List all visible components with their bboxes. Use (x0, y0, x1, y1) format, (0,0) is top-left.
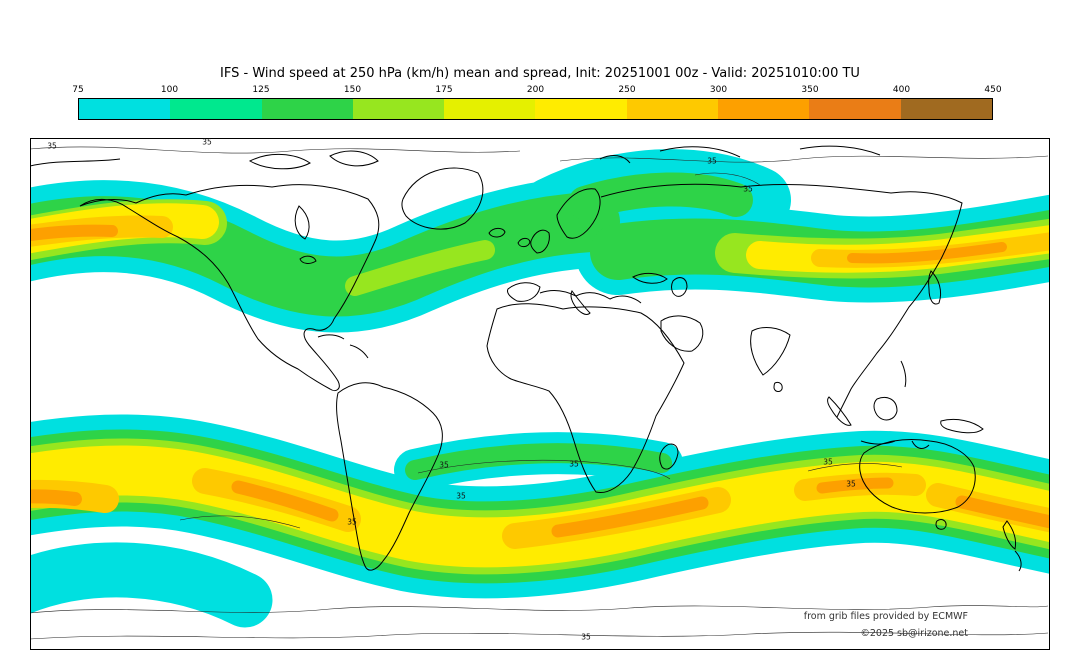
spread-contour-south-2 (30, 631, 1049, 640)
coastline-java (860, 440, 896, 445)
coastline-madagascar (659, 443, 679, 470)
coastline-great-lakes (299, 255, 317, 264)
jet-core-green-sh-arm (405, 443, 672, 480)
jet-core-orange-sh-5 (955, 495, 1050, 529)
colorbar-tick: 300 (709, 85, 728, 95)
colorbar-tick: 200 (526, 85, 545, 95)
spread-contour-sh-arm (417, 459, 671, 480)
colorbar-bar (78, 98, 993, 120)
colorbar-segment-8 (809, 99, 901, 119)
coastline-arctic-russia-1 (659, 146, 741, 158)
colorbar-tick-row: 75 100 125 150 175 200 250 300 350 400 450 (72, 85, 1001, 98)
coastline-south-america (336, 382, 443, 571)
coastline-sumatra (827, 396, 852, 426)
jet-core-orange-sh-3 (551, 496, 709, 538)
jet-core-orange-nh-left (30, 224, 118, 242)
coastline-australia (859, 439, 976, 514)
coastline-caribbean-arc (349, 344, 369, 359)
coastline-tasmania (935, 519, 947, 530)
colorbar-tick: 350 (801, 85, 819, 95)
coastline-new-zealand (1002, 520, 1022, 572)
jet-band-sh-lower-blob (30, 542, 273, 628)
chart-title: IFS - Wind speed at 250 hPa (km/h) mean … (220, 66, 860, 81)
coastline-new-guinea (940, 418, 984, 434)
jet-core-orange-nh-asia (847, 242, 1007, 264)
colorbar-tick: 150 (343, 85, 362, 95)
spread-contour-north-2 (559, 155, 1049, 163)
jet-core-green-nh-scandinavia (568, 172, 753, 220)
colorbar-segment-7 (718, 99, 810, 119)
jet-core-yg-nh-mid (345, 240, 495, 296)
colorbar-tick: 100 (160, 85, 179, 95)
colorbar-tick: 250 (618, 85, 636, 95)
coastlines (30, 145, 1022, 572)
coastline-italy (570, 290, 591, 315)
colorbar-tick: 450 (984, 85, 1002, 95)
coastline-scandinavia (556, 188, 601, 239)
colorbar-segment-3 (352, 99, 445, 119)
map-frame (30, 138, 1050, 650)
coastline-greenland (401, 167, 484, 230)
jet-core-orange-sh-2 (231, 480, 339, 522)
coastline-arctic-left-edge (30, 158, 121, 167)
spread-contour-sh-west (179, 515, 301, 529)
colorbar-segment-1 (170, 99, 262, 119)
coastline-asia-main (600, 183, 963, 418)
colorbar-tick: 125 (252, 85, 270, 95)
jet-core-orange-sh-1 (30, 489, 82, 506)
coastline-ireland (517, 237, 531, 248)
coastline-japan (928, 270, 942, 305)
colorbar-segment-9 (900, 99, 992, 119)
jet-core-orange-sh-4 (816, 477, 894, 494)
jet-bands-orange (30, 224, 1050, 538)
coastline-philippines (900, 360, 907, 388)
colorbar-tick: 400 (892, 85, 911, 95)
coastline-africa (486, 303, 685, 494)
colorbar-segment-2 (261, 99, 353, 119)
coastline-borneo (873, 397, 898, 421)
coastline-arabia (660, 315, 704, 352)
coastline-arctic-island-1 (248, 153, 311, 170)
copyright-credit: ©2025 sb@irizone.net (860, 628, 968, 639)
coastline-uk (530, 229, 550, 254)
coastline-mediterranean-north (539, 289, 642, 304)
colorbar-tick: 175 (435, 85, 453, 95)
spread-contour-sh-east (807, 463, 903, 472)
coastline-arctic-russia-2 (799, 145, 881, 156)
colorbar-segment-6 (626, 99, 719, 119)
coastline-india (750, 327, 791, 376)
coastline-carpentaria (911, 440, 930, 449)
coastline-hudson-bay (294, 205, 310, 240)
colorbar-tick: 75 (72, 85, 84, 95)
coastline-arctic-island-2 (329, 150, 379, 167)
data-source-credit: from grib files provided by ECMWF (803, 611, 968, 622)
colorbar-segment-0 (79, 99, 171, 119)
coastline-iberia (507, 282, 541, 302)
coastline-north-america (79, 184, 380, 392)
spread-contours (30, 146, 1049, 640)
coastline-caspian-sea (671, 277, 688, 297)
coastline-sri-lanka (773, 381, 783, 392)
coastline-black-sea (632, 272, 668, 284)
spread-contour-south-1 (30, 605, 1049, 614)
colorbar-segment-5 (535, 99, 627, 119)
colorbar-legend: 75 100 125 150 175 200 250 300 350 400 450 (72, 85, 1002, 120)
spread-contour-scandinavia (694, 172, 761, 186)
colorbar-segment-4 (444, 99, 536, 119)
coastline-iceland (488, 227, 506, 238)
spread-contour-north-1 (30, 146, 521, 154)
coastline-cuba (317, 334, 345, 340)
